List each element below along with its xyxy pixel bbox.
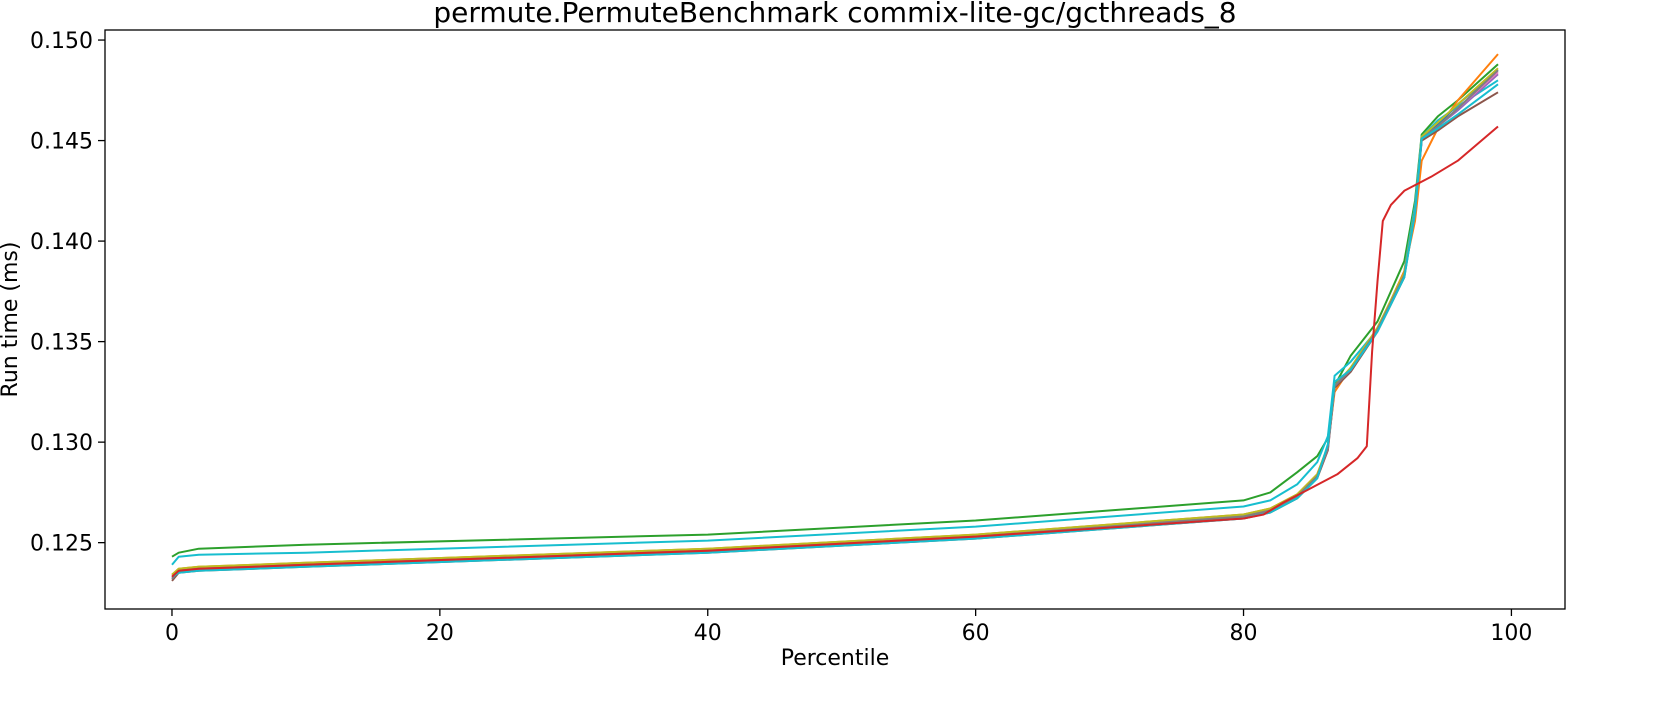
y-axis-title: Run time (ms) xyxy=(0,242,23,398)
x-tick-label: 80 xyxy=(1230,621,1258,646)
series-line-8 xyxy=(171,67,1499,576)
y-tick-label: 0.130 xyxy=(30,431,93,456)
y-tick-label: 0.150 xyxy=(30,29,93,54)
x-tick-label: 0 xyxy=(165,621,179,646)
series-line-9 xyxy=(171,69,1499,580)
series-line-7 xyxy=(171,71,1499,578)
x-axis-title: Percentile xyxy=(781,646,890,671)
y-tick-label: 0.135 xyxy=(30,331,93,356)
y-tick-label: 0.140 xyxy=(30,230,93,255)
x-tick-label: 100 xyxy=(1490,621,1532,646)
series-line-5 xyxy=(171,73,1499,580)
x-tick-label: 20 xyxy=(426,621,454,646)
series-line-6 xyxy=(171,69,1499,578)
chart-title: permute.PermuteBenchmark commix-lite-gc/… xyxy=(433,0,1236,29)
series-line-11 xyxy=(171,125,1499,578)
y-tick-label: 0.145 xyxy=(30,130,93,155)
y-tick-label: 0.125 xyxy=(30,532,93,557)
plot-area-frame xyxy=(104,29,1566,610)
series-layer xyxy=(171,53,1499,582)
axis-layer: 0 20 40 60 80 100 0.125 0.130 0.135 0.140 0.145 0.1… xyxy=(30,29,1532,646)
x-tick-label: 60 xyxy=(962,621,990,646)
series-line-10 xyxy=(171,83,1499,578)
x-tick-label: 40 xyxy=(694,621,722,646)
series-line-4 xyxy=(171,91,1499,582)
